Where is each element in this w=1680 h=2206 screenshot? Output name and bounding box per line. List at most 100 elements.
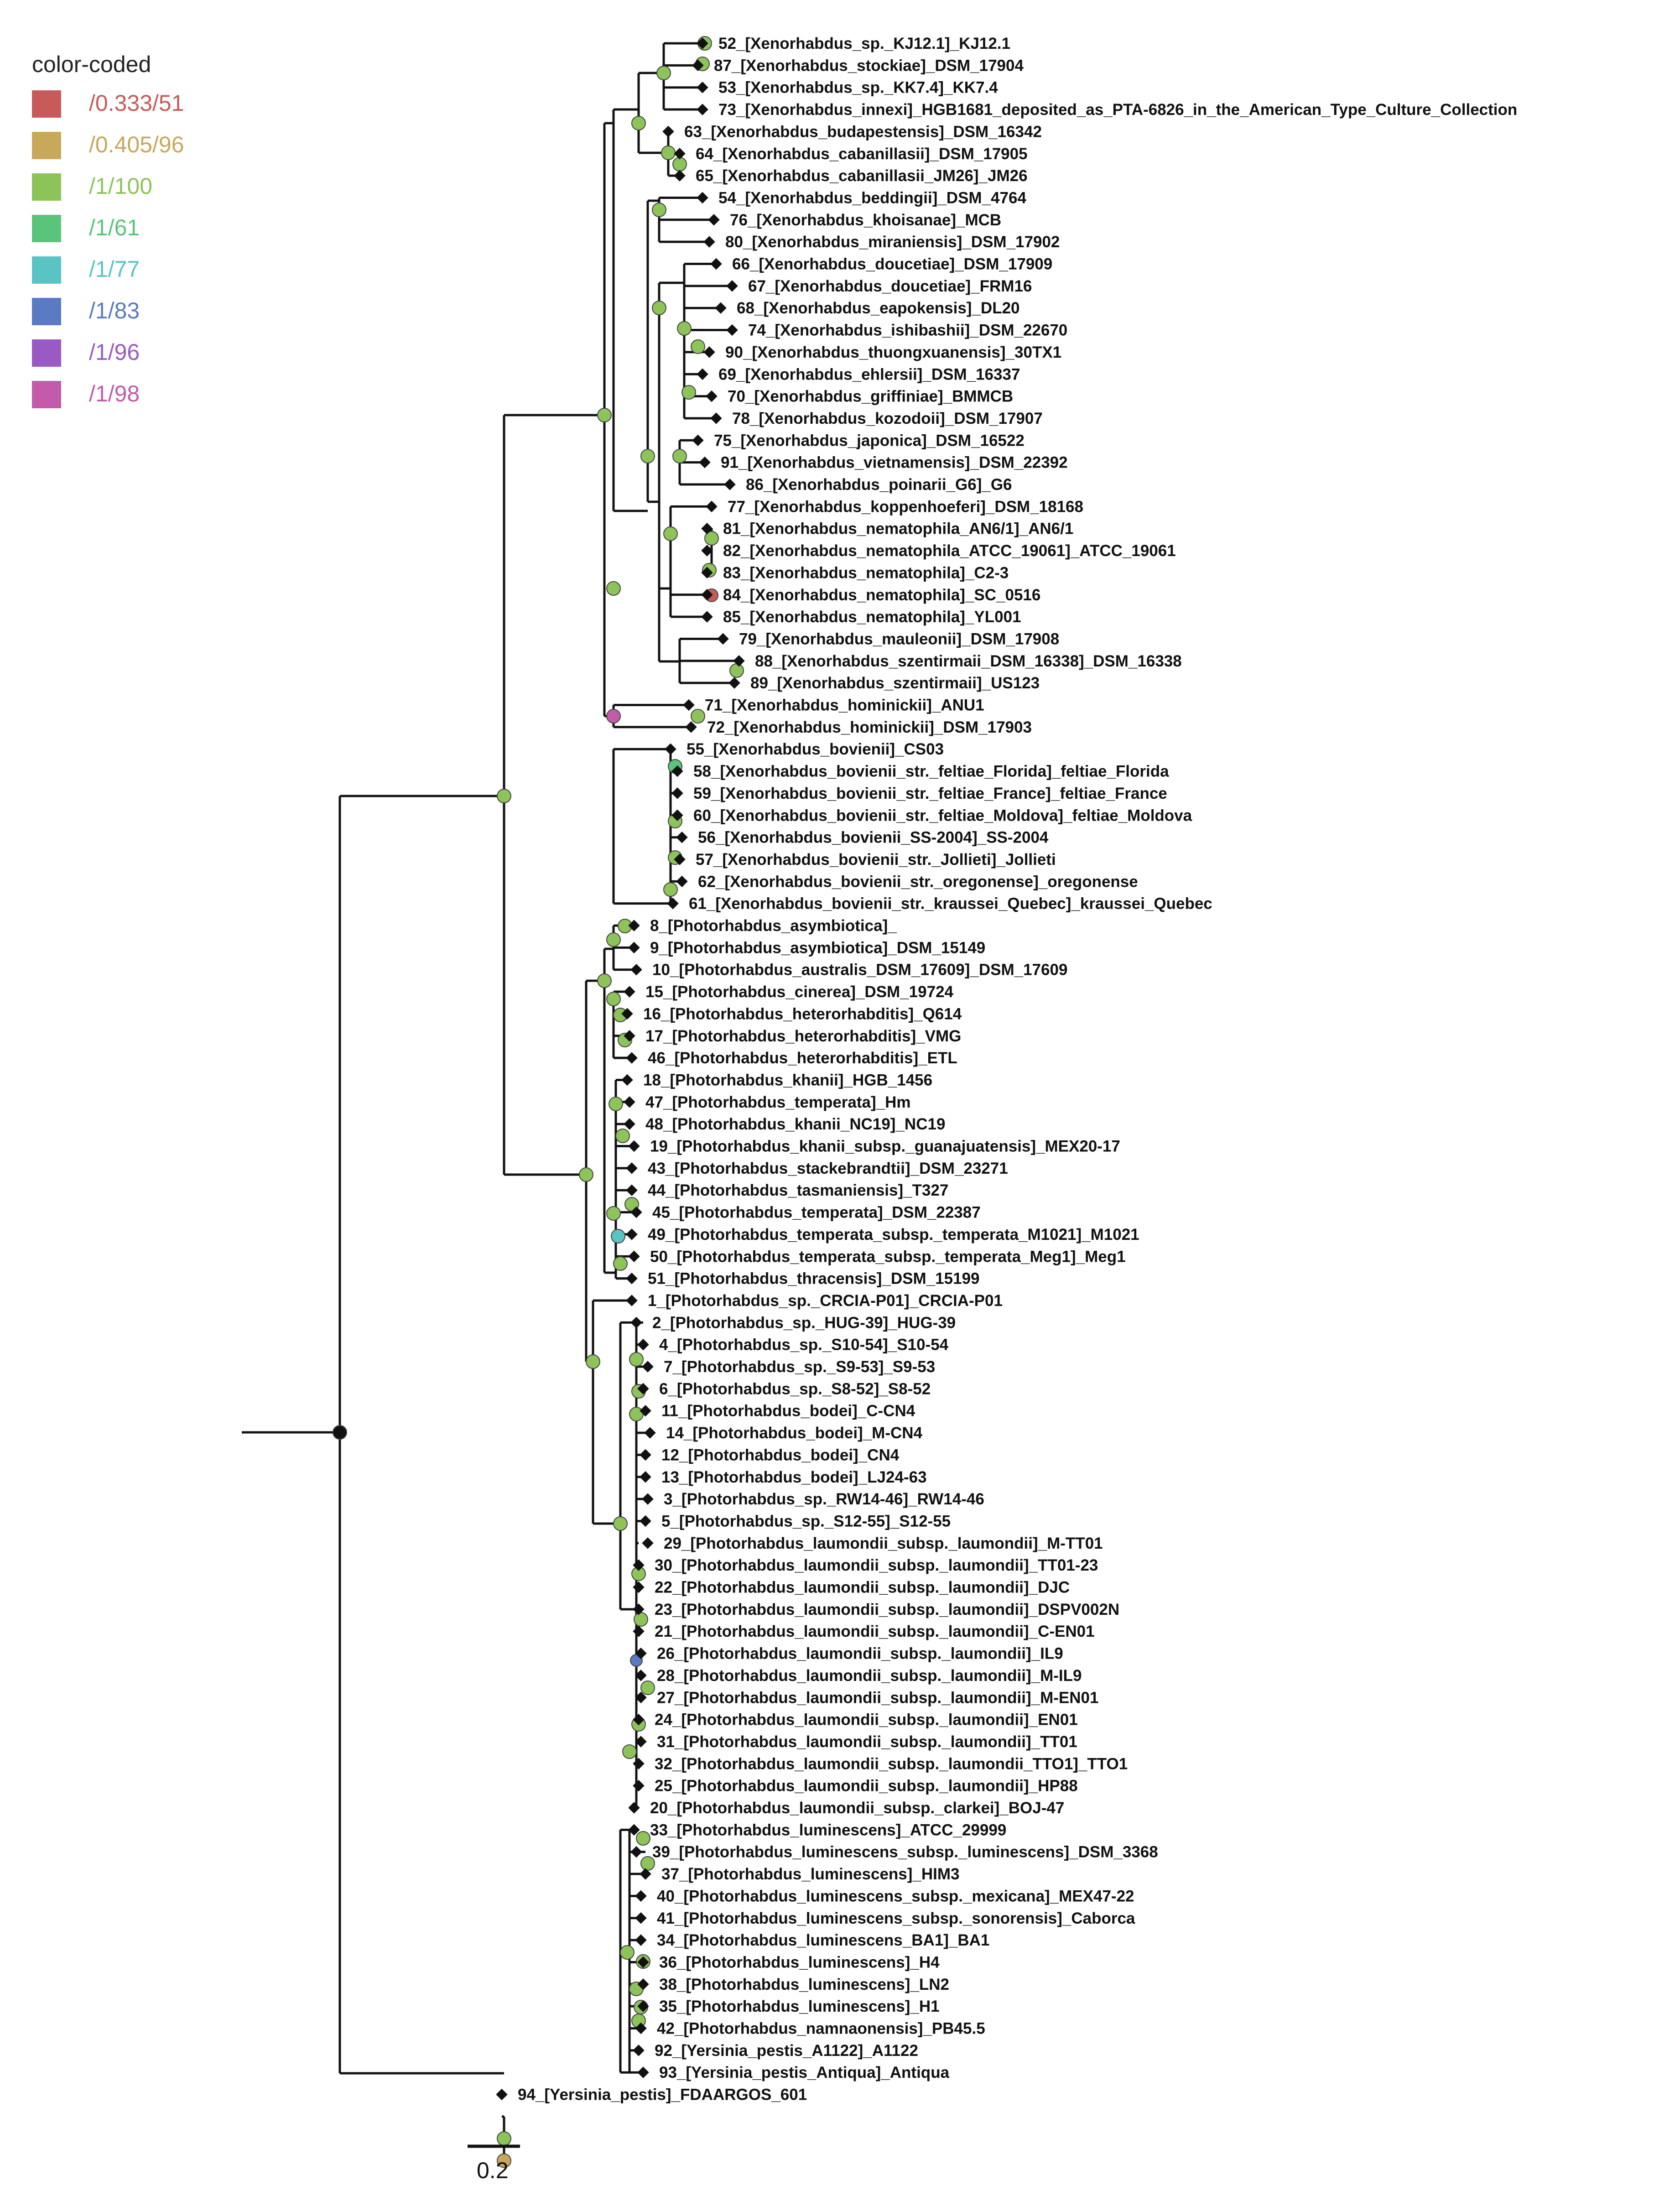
tip-marker: [635, 1912, 647, 1924]
tip-marker: [633, 2045, 645, 2056]
tip-label: 19_[Photorhabdus_khanii_subsp._guanajuat…: [650, 1138, 1120, 1155]
tip-label: 88_[Xenorhabdus_szentirmaii_DSM_16338]_D…: [755, 652, 1182, 670]
tip-label: 13_[Photorhabdus_bodei]_LJ24-63: [661, 1468, 927, 1486]
tip-label: 25_[Photorhabdus_laumondii_subsp._laumon…: [655, 1777, 1078, 1795]
tip-label: 16_[Photorhabdus_heterorhabditis]_Q614: [643, 1005, 962, 1023]
tip-label: 2_[Photorhabdus_sp._HUG-39]_HUG-39: [652, 1314, 956, 1332]
tip-label: 26_[Photorhabdus_laumondii_subsp._laumon…: [657, 1645, 1063, 1663]
tip-label: 90_[Xenorhabdus_thuongxuanensis]_30TX1: [725, 343, 1061, 361]
tip-marker: [637, 2066, 649, 2078]
tip-marker: [626, 1295, 638, 1306]
tip-label: 44_[Photorhabdus_tasmaniensis]_T327: [648, 1181, 948, 1199]
legend-label: /1/98: [89, 381, 140, 406]
tip-label: 14_[Photorhabdus_bodei]_M-CN4: [666, 1424, 923, 1442]
support-node: [497, 2153, 511, 2168]
support-node: [579, 1167, 593, 1182]
legend-swatch: [32, 256, 61, 284]
support-node: [663, 882, 678, 897]
tip-label: 49_[Photorhabdus_temperata_subsp._temper…: [648, 1226, 1139, 1243]
tip-label: 81_[Xenorhabdus_nematophila_AN6/1]_AN6/1: [723, 520, 1073, 538]
tip-marker: [633, 1758, 645, 1770]
support-node: [640, 1681, 655, 1695]
tip-marker: [717, 633, 729, 645]
support-node: [629, 1352, 644, 1367]
tip-marker: [624, 1096, 635, 1108]
tip-label: 40_[Photorhabdus_luminescens_subsp._mexi…: [657, 1887, 1134, 1905]
legend-swatch: [32, 90, 61, 118]
tip-label: 15_[Photorhabdus_cinerea]_DSM_19724: [645, 983, 954, 1001]
tip-label: 87_[Xenorhabdus_stockiae]_DSM_17904: [714, 57, 1024, 74]
tip-label: 28_[Photorhabdus_laumondii_subsp._laumon…: [657, 1667, 1082, 1685]
tip-label: 83_[Xenorhabdus_nematophila]_C2-3: [723, 564, 1009, 582]
tip-marker: [640, 1515, 651, 1527]
tip-marker: [724, 479, 736, 490]
tip-marker: [640, 1868, 651, 1880]
support-node: [652, 203, 666, 217]
tip-label: 38_[Photorhabdus_luminescens]_LN2: [659, 1976, 949, 1993]
support-node: [729, 663, 744, 678]
tip-marker: [710, 412, 722, 424]
support-node: [586, 1354, 600, 1369]
legend-swatch: [32, 339, 61, 367]
tip-label: 27_[Photorhabdus_laumondii_subsp._laumon…: [657, 1689, 1098, 1707]
tip-marker: [642, 1361, 654, 1373]
tip-label: 5_[Photorhabdus_sp._S12-55]_S12-55: [661, 1512, 951, 1530]
tip-label: 17_[Photorhabdus_heterorhabditis]_VMG: [645, 1027, 961, 1045]
tip-marker: [683, 699, 695, 711]
tip-marker: [665, 743, 676, 755]
tip-marker: [703, 236, 715, 248]
tip-label: 47_[Photorhabdus_temperata]_Hm: [645, 1093, 911, 1111]
tip-marker: [637, 1338, 649, 1351]
support-node: [640, 449, 655, 463]
tip-marker: [640, 1471, 651, 1483]
support-node: [640, 1856, 655, 1871]
tip-marker: [637, 2000, 649, 2012]
legend-label: /1/100: [89, 173, 152, 199]
tip-marker: [710, 258, 722, 270]
tip-label: 22_[Photorhabdus_laumondii_subsp._laumon…: [655, 1579, 1070, 1597]
tip-marker: [697, 192, 708, 204]
tip-marker: [635, 2022, 647, 2034]
tip-marker: [701, 611, 713, 623]
tip-label: 33_[Photorhabdus_luminescens]_ATCC_29999: [650, 1821, 1006, 1839]
tip-label: 37_[Photorhabdus_luminescens]_HIM3: [661, 1865, 960, 1883]
tip-marker: [621, 1074, 633, 1086]
tip-marker: [626, 1052, 638, 1064]
tip-label: 93_[Yersinia_pestis_Antiqua]_Antiqua: [659, 2064, 950, 2081]
support-node: [672, 449, 687, 463]
tip-label: 75_[Xenorhabdus_japonica]_DSM_16522: [714, 432, 1025, 449]
tip-marker: [626, 1228, 638, 1240]
tip-label: 6_[Photorhabdus_sp._S8-52]_S8-52: [659, 1380, 931, 1398]
tip-label: 54_[Xenorhabdus_beddingii]_DSM_4764: [718, 189, 1026, 207]
tip-label: 4_[Photorhabdus_sp._S10-54]_S10-54: [659, 1336, 949, 1354]
tip-marker: [626, 1184, 638, 1196]
tip-label: 73_[Xenorhabdus_innexi]_HGB1681_deposite…: [718, 101, 1517, 119]
tip-marker: [697, 368, 708, 380]
tip-marker: [628, 1140, 640, 1152]
legend-label: /0.333/51: [89, 90, 184, 116]
support-node: [609, 1097, 623, 1111]
tip-label: 39_[Photorhabdus_luminescens_subsp._lumi…: [652, 1843, 1158, 1861]
legend-swatch: [32, 132, 61, 159]
tip-label: 86_[Xenorhabdus_poinarii_G6]_G6: [746, 476, 1012, 494]
tip-marker: [644, 1427, 656, 1439]
tip-label: 66_[Xenorhabdus_doucetiae]_DSM_17909: [732, 255, 1052, 273]
tip-label: 10_[Photorhabdus_australis_DSM_17609]_DS…: [652, 961, 1067, 979]
support-node: [661, 146, 676, 160]
support-node: [620, 1945, 635, 1960]
tip-label: 70_[Xenorhabdus_griffiniae]_BMMCB: [728, 388, 1013, 406]
tip-label: 84_[Xenorhabdus_nematophila]_SC_0516: [723, 586, 1040, 604]
tip-marker: [703, 346, 715, 358]
tip-marker: [667, 897, 679, 910]
tip-label: 71_[Xenorhabdus_hominickii]_ANU1: [705, 697, 984, 714]
tip-marker: [685, 721, 697, 733]
tip-label: 48_[Photorhabdus_khanii_NC19]_NC19: [645, 1115, 945, 1133]
tip-marker: [642, 1537, 654, 1549]
tip-label: 63_[Xenorhabdus_budapestensis]_DSM_16342: [684, 123, 1042, 140]
legend-title: color-coded: [32, 52, 151, 77]
tip-label: 61_[Xenorhabdus_bovienii_str._kraussei_Q…: [689, 895, 1212, 913]
tip-marker: [624, 986, 635, 998]
legend-swatch: [32, 381, 61, 408]
tip-label: 36_[Photorhabdus_luminescens]_H4: [659, 1953, 940, 1971]
